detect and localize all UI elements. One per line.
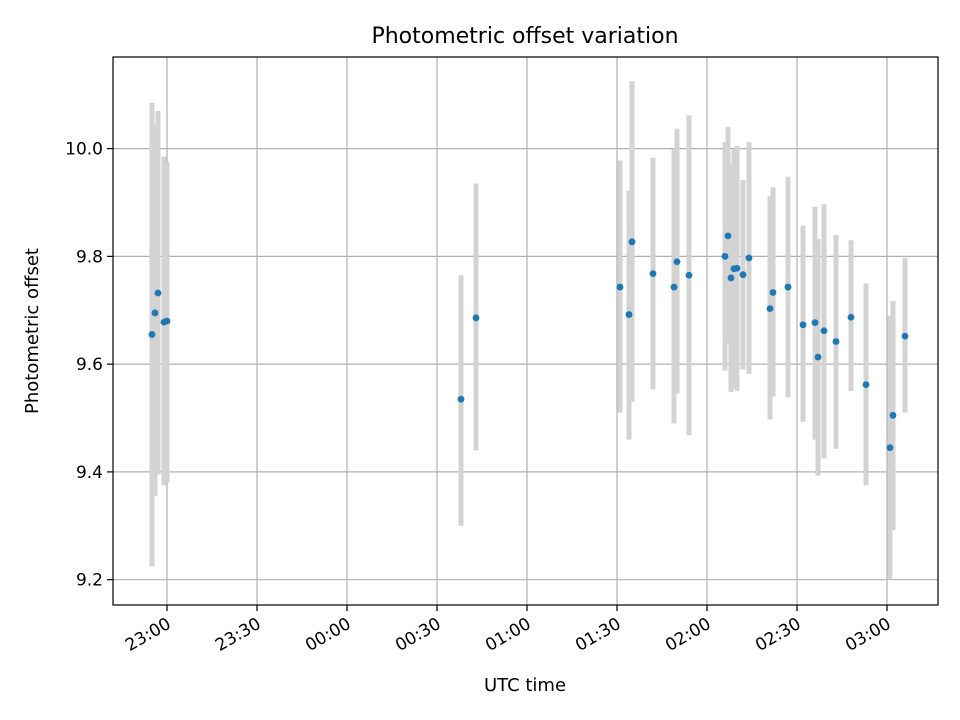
data-point [733, 264, 741, 272]
x-tick-label: 02:30 [752, 614, 804, 656]
y-axis-ticks: 9.2 9.4 9.6 9.8 10.0 [65, 140, 113, 591]
data-point [820, 327, 828, 335]
x-tick-label: 00:30 [392, 614, 444, 656]
data-point [832, 338, 840, 345]
data-point [901, 332, 909, 340]
data-point [769, 289, 777, 296]
plot-frame [112, 56, 939, 606]
x-tick-label: 01:30 [572, 614, 624, 656]
data-point [649, 270, 657, 278]
x-tick-label: 00:00 [302, 614, 354, 656]
data-point [745, 254, 753, 262]
error-bars [149, 81, 908, 580]
data-point [739, 271, 747, 279]
chart-title: Photometric offset variation [371, 24, 678, 49]
data-point [625, 311, 633, 318]
y-tick-label: 9.2 [76, 571, 103, 591]
y-tick-label: 9.6 [76, 355, 103, 375]
data-point [163, 317, 171, 325]
data-point [154, 289, 162, 297]
data-point [862, 381, 870, 389]
data-point [847, 313, 855, 321]
data-point [721, 252, 729, 260]
data-point [457, 395, 465, 403]
y-axis-label: Photometric offset [22, 248, 43, 414]
y-tick-label: 9.4 [76, 463, 103, 483]
data-point [148, 331, 156, 338]
data-point [889, 411, 897, 419]
data-point [886, 444, 894, 452]
data-point [151, 309, 159, 317]
data-point [670, 283, 678, 291]
x-tick-label: 23:00 [122, 614, 174, 656]
x-tick-label: 03:00 [842, 614, 894, 656]
data-point [784, 283, 792, 291]
data-point [727, 274, 735, 282]
y-tick-label: 9.8 [76, 247, 103, 267]
data-point [685, 271, 693, 279]
x-tick-label: 01:00 [482, 614, 534, 656]
data-point [814, 353, 822, 361]
x-tick-label: 02:00 [662, 614, 714, 656]
data-point [673, 258, 681, 266]
data-point [472, 314, 480, 322]
x-tick-label: 23:30 [212, 614, 264, 656]
data-points [148, 232, 909, 452]
data-point [628, 238, 636, 246]
data-point [724, 232, 732, 240]
y-tick-label: 10.0 [65, 140, 103, 160]
data-point [799, 321, 807, 329]
data-point [766, 305, 774, 313]
x-axis-label: UTC time [484, 675, 566, 696]
data-point [616, 283, 624, 291]
data-point [811, 319, 819, 327]
x-axis-ticks: 23:00 23:30 00:00 00:30 01:00 01:30 02:00 02:30… [122, 605, 895, 656]
